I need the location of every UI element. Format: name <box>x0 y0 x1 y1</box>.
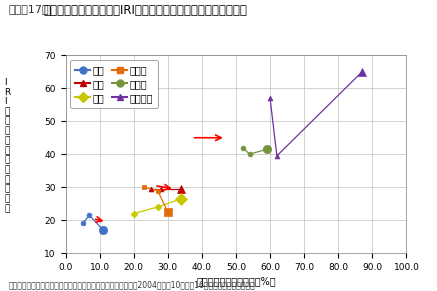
X-axis label: 国債等の海外保有比率（%）: 国債等の海外保有比率（%） <box>196 276 276 286</box>
Legend: 日本, 米国, 英国, カナダ, ドイツ, ギリシャ: 日本, 米国, 英国, カナダ, ドイツ, ギリシャ <box>70 60 158 108</box>
Text: （図㓨17）: （図㓨17） <box>9 4 49 14</box>
Text: （注意）各国のプロットは経年変化を表しており、小さい順に2004年末、10年末、16年末の値を示している。: （注意）各国のプロットは経年変化を表しており、小さい順に2004年末、10年末、… <box>9 281 256 290</box>
Text: 国債等の海外保有比率とIRI（リスクインデックス）の経年比較: 国債等の海外保有比率とIRI（リスクインデックス）の経年比較 <box>44 4 248 17</box>
Text: I
R
I
（
リ
ス
ク
イ
ン
デ
ッ
ク
ス
）: I R I （ リ ス ク イ ン デ ッ ク ス ） <box>4 78 10 213</box>
